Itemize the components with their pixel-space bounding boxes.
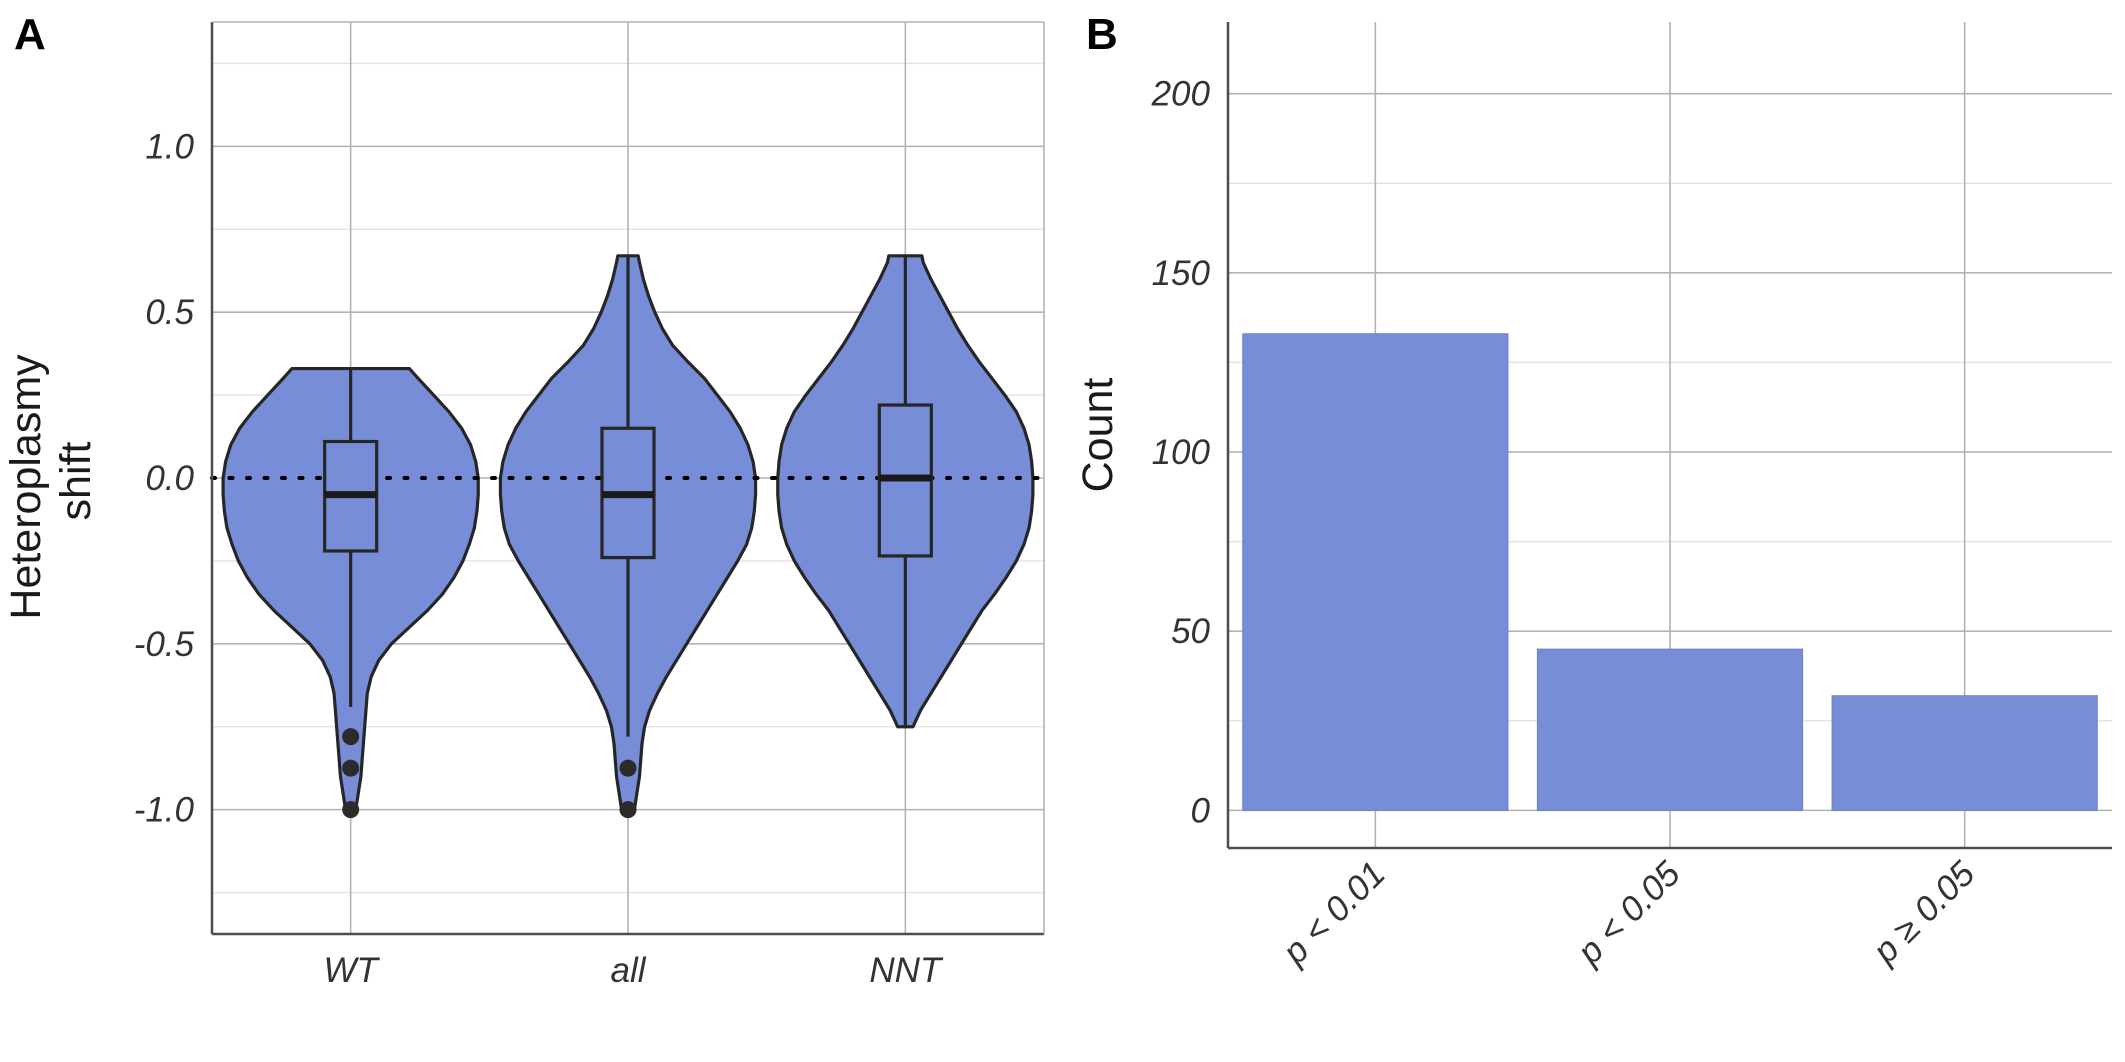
outlier-point-all [619, 759, 637, 777]
bar-chart-panel: 0 50 100 150 200 p < 0.01 p < 0.05 p ≥ 0.05 Cou… [1074, 22, 2112, 973]
outlier-point-WT [342, 728, 360, 746]
bar-y-tick-label: 200 [1151, 75, 1211, 114]
bar-marks [1242, 333, 2098, 811]
violin-plot-panel: -1.0 -0.5 0.0 0.5 1.0 WT all NNT Heteroplasmy s… [2, 21, 1046, 990]
outlier-point-WT [342, 759, 360, 777]
violin-x-tick-label: NNT [869, 951, 944, 990]
violin-y-tick-label: 0.5 [145, 293, 194, 332]
panel-label-b: B [1086, 10, 1118, 59]
violin-axes: -1.0 -0.5 0.0 0.5 1.0 WT all NNT [134, 21, 1045, 990]
bar-x-tick-label: p < 0.05 [1569, 854, 1688, 973]
bar-3 [1831, 695, 2098, 811]
violin-x-tick-label: WT [323, 951, 380, 990]
outlier-point-all [619, 801, 637, 819]
bar-2 [1536, 648, 1804, 811]
bar-y-tick-label: 100 [1152, 433, 1211, 472]
bar-1 [1242, 333, 1509, 811]
bar-x-tick-label: p ≥ 0.05 [1865, 854, 1983, 972]
violin-y-tick-label: -0.5 [134, 625, 195, 664]
bar-y-tick-label: 50 [1171, 612, 1210, 651]
bar-x-tick-label: p < 0.01 [1275, 854, 1393, 972]
violin-y-axis-title: Heteroplasmy shift [2, 342, 100, 619]
bar-y-axis-title: Count [1074, 378, 1122, 493]
violin-marks [210, 254, 1046, 819]
violin-y-tick-label: 1.0 [145, 127, 194, 166]
violin-y-axis-title-line2: shift [52, 442, 100, 521]
violin-y-tick-label: -1.0 [134, 791, 195, 830]
bar-y-tick-label: 0 [1191, 791, 1211, 830]
bar-y-tick-label: 150 [1152, 254, 1211, 293]
violin-x-tick-label: all [610, 951, 646, 990]
violin-y-axis-title-line1: Heteroplasmy [2, 354, 50, 620]
panel-label-a: A [14, 10, 46, 59]
violin-y-tick-label: 0.0 [145, 459, 194, 498]
outlier-point-WT [342, 801, 360, 819]
